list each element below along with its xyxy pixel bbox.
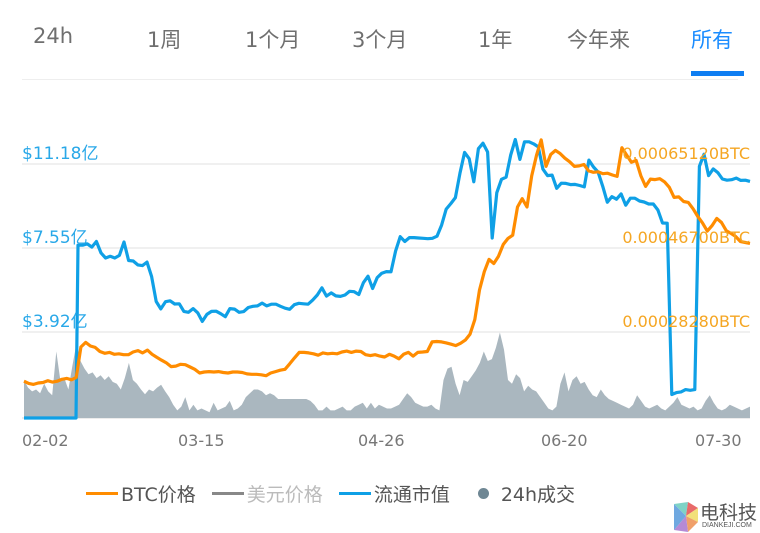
tab-1-year[interactable]: 1年 [478, 28, 513, 52]
x-tick-0315: 03-15 [178, 431, 225, 450]
tab-1-week[interactable]: 1周 [147, 28, 182, 52]
x-tick-0620: 06-20 [541, 431, 588, 450]
legend-dot-icon [477, 487, 489, 499]
left-axis-label-top: $11.18亿 [22, 144, 98, 164]
legend-label: 流通市值 [373, 483, 450, 506]
legend-label: 24h成交 [500, 483, 576, 506]
x-tick-0202: 02-02 [22, 431, 69, 450]
tab-all[interactable]: 所有 [691, 28, 733, 52]
right-axis-label-mid: 0.00046700BTC [622, 228, 750, 247]
watermark-subtext: DIANKEJI.COM [702, 522, 752, 529]
right-axis-labels: 0.00065120BTC 0.00046700BTC 0.00028280BT… [622, 144, 750, 331]
watermark-logo-icon [674, 502, 698, 532]
left-axis-label-bottom: $3.92亿 [22, 312, 88, 332]
legend-item-usd-price[interactable]: 美元价格 [211, 480, 323, 507]
legend-item-volume[interactable]: 24h成交 [466, 480, 575, 507]
tabs-divider [22, 79, 738, 80]
legend-label: 美元价格 [246, 483, 323, 506]
time-range-tabs: 24h 1周 1个月 3个月 1年 今年来 所有 [0, 0, 760, 80]
watermark: 电科技 DIANKEJI.COM [672, 498, 760, 532]
chart-legend: BTC价格 美元价格 流通市值 24h成交 [86, 480, 591, 506]
watermark-text: 电科技 [700, 502, 758, 524]
market-cap-line-series [24, 137, 751, 420]
volume-area-series [24, 332, 750, 418]
tab-1-month[interactable]: 1个月 [245, 28, 301, 52]
left-axis-labels: $11.18亿 $7.55亿 $3.92亿 [22, 144, 98, 332]
left-axis-label-mid: $7.55亿 [22, 228, 88, 248]
tab-ytd[interactable]: 今年来 [567, 28, 630, 52]
tab-3-months[interactable]: 3个月 [352, 28, 408, 52]
right-axis-label-bottom: 0.00028280BTC [622, 312, 750, 331]
active-tab-indicator [691, 71, 744, 76]
legend-item-market-cap[interactable]: 流通市值 [338, 480, 450, 507]
legend-line-icon [86, 491, 118, 495]
x-tick-0426: 04-26 [358, 431, 405, 450]
right-axis-label-top: 0.00065120BTC [622, 144, 750, 163]
price-chart[interactable]: $11.18亿 $7.55亿 $3.92亿 0.00065120BTC 0.00… [0, 0, 760, 470]
legend-item-btc-price[interactable]: BTC价格 [86, 480, 196, 507]
x-tick-0730: 07-30 [695, 431, 742, 450]
tab-24h[interactable]: 24h [33, 24, 74, 48]
x-axis-labels: 02-02 03-15 04-26 06-20 07-30 [22, 431, 742, 450]
legend-label: BTC价格 [121, 483, 196, 506]
btc-price-line-series [23, 138, 751, 386]
legend-line-icon [338, 491, 371, 495]
legend-line-icon [211, 491, 244, 495]
